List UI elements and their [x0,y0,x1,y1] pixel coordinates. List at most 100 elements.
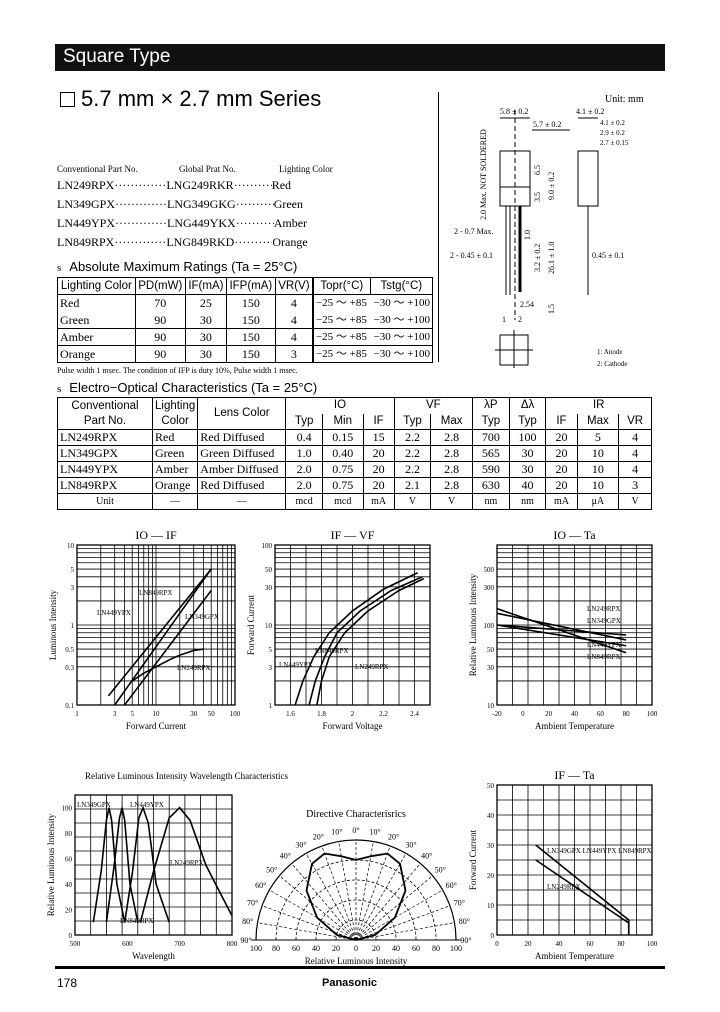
radial-grid [335,919,377,941]
y-tick-label: 30 [487,664,495,672]
angle-grid [257,922,357,941]
y-tick-label: 10 [265,622,273,630]
x-tick-label: 600 [122,940,133,948]
abs-max-heading: s Absolute Maximum Ratings (Ta = 25°C) [57,259,298,274]
chart-title: IF — VF [331,528,375,542]
radial-tick-label: 40 [392,944,400,953]
series-label: LN249RPX [547,883,580,891]
svg-text:2.7 ± 0.15: 2.7 ± 0.15 [600,139,629,147]
series-line [496,624,627,647]
x-tick-label: 1.8 [317,710,326,718]
series-label: LN449YPX [587,641,621,649]
angle-tick-label: 30° [295,841,306,850]
series-line [107,568,212,697]
angle-tick-label: 0° [352,826,359,835]
x-tick-label: 5 [130,710,134,718]
radial-tick-label: 80 [432,944,440,953]
series-line [496,612,627,641]
x-tick-label: 60 [597,710,605,718]
series-label: LN449YPX [130,801,164,809]
y-axis-label: Relative Luminous Intensity [46,813,56,916]
table-row: Red 70 25 150 4 −25 ～ +85 −30 ～ +100 [57,294,433,312]
series-label: LN249RPX [355,663,388,671]
angle-tick-label: 90° [460,936,471,945]
y-tick-label: 300 [484,584,495,592]
chart-io-ta: -20 0 20 40 60 80 100 10 30 50 100 300 500 Ambient Te… [468,528,658,731]
chart-if-vf: 1.6 1.8 2 2.2 2.4 1 3 5 10 30 50 100 Forward Voltage… [246,528,431,731]
svg-text:3.5: 3.5 [533,192,542,202]
series-label: LN849RPX [120,917,153,925]
y-axis-label: Forward Current [246,594,256,655]
x-tick-label: 40 [571,710,579,718]
series-line [123,590,212,706]
svg-text:2.0 Max. NOT SOLDERED: 2.0 Max. NOT SOLDERED [479,129,488,220]
y-tick-label: 1 [269,702,273,710]
column-header: Topr(°C) [311,277,371,295]
radial-tick-label: 60 [412,944,420,953]
table-row: LN349GPX Green Green Diffused 1.0 0.40 20 2.2 2… [57,445,652,462]
chart-spectrum: 500 600 700 800 0 20 40 60 80 100 Wavelength Relati… [46,771,289,961]
series-line [535,859,630,935]
absolute-maximum-ratings-table: Lighting Color PD(mW) IF(mA) IFP(mA) VR(V) To… [57,277,433,363]
radial-grid [295,879,417,941]
angle-grid [355,905,451,941]
column-header: IFP(mA) [225,277,276,295]
svg-text:6.5: 6.5 [533,165,542,175]
y-tick-label: 20 [65,907,73,915]
column-header: Lighting Color [57,277,136,295]
x-tick-label: 100 [230,710,241,718]
angle-grid [355,889,443,941]
svg-text:Unit: mm: Unit: mm [605,94,644,105]
angle-grid [269,889,357,941]
angle-tick-label: 60° [255,881,266,890]
page-number: 178 [57,976,78,990]
svg-text:9.0 ± 0.2: 9.0 ± 0.2 [547,172,556,200]
series-label: LN349GPX [587,617,621,625]
radial-tick-label: 20 [372,944,380,953]
part-list-row: LN449YPX··························LNG449… [57,216,308,230]
angle-tick-label: 90° [240,936,251,945]
chart-title: IF — Ta [554,768,595,782]
angle-grid [305,853,357,941]
svg-text:4.1 ± 0.2: 4.1 ± 0.2 [576,107,604,116]
svg-text:2.9 ± 0.2: 2.9 ± 0.2 [600,129,625,137]
x-tick-label: 500 [70,940,81,948]
svg-text:3.2 ± 0.2: 3.2 ± 0.2 [533,244,542,272]
electro-optical-table: Conventional Part No. Lighting Color Len… [57,397,652,510]
y-tick-label: 40 [65,881,73,889]
y-tick-label: 50 [265,566,273,574]
chart-title: Directive Characterisrics [306,809,406,820]
series-line [114,568,212,706]
table-row: LN449YPX Amber Amber Diffused 2.0 0.75 20 2.2 2… [57,461,652,478]
x-tick-label: 100 [647,710,658,718]
series-label: LN449YPX [97,609,131,617]
radial-tick-label: 20 [332,944,340,953]
x-axis-label: Relative Luminous Intensity [305,956,408,966]
series-line [316,577,425,706]
divider [438,92,439,362]
radial-tick-label: 80 [272,944,280,953]
x-tick-label: 3 [113,710,117,718]
series-label: LN849RPX [587,653,620,661]
y-tick-label: 5 [71,566,75,574]
svg-text:2 - 0.7 Max.: 2 - 0.7 Max. [454,227,493,236]
radial-tick-label: 60 [292,944,300,953]
brand-logo: Panasonic [322,977,378,989]
angle-grid [279,875,357,941]
chart-title: Relative Luminous Intensity Wavelength C… [85,771,289,781]
series-line [92,807,126,923]
y-tick-label: 3 [71,584,75,592]
dimension-drawing: Unit: mm 5.8 ± 0.2 5.7 ± 0.2 4.1 ± 0.2 4… [450,94,644,368]
radial-grid [255,839,457,941]
x-tick-label: 80 [623,710,631,718]
part-list-row: LN349GPX··························LNG349… [57,197,304,211]
series-label: LN249RPX [177,664,210,672]
radial-tick-label: 100 [250,944,262,953]
angle-tick-label: 50° [435,865,446,874]
angle-tick-label: 40° [280,852,291,861]
x-tick-label: 1 [75,710,79,718]
chart-directive: Directive Characterisrics 0° 10° 10° 20° 20° 3… [240,809,471,966]
series-label: LN349GPX [77,801,111,809]
radial-tick-label: 100 [450,944,462,953]
